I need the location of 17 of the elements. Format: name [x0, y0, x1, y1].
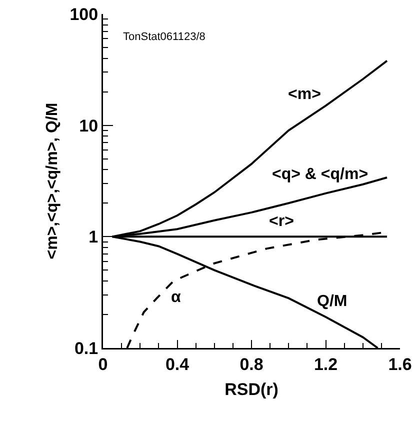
y-tick-label: 10	[79, 116, 98, 136]
x-tick-label: 0	[98, 354, 108, 374]
series-label: Q/M	[317, 293, 348, 310]
series-label: <r>	[269, 213, 294, 230]
series-label: <m>	[288, 86, 321, 103]
x-axis-title: RSD(r)	[224, 380, 278, 400]
series-label: <q> & <q/m>	[272, 166, 368, 183]
y-tick-label: 1	[88, 228, 98, 247]
y-tick-label: 0.1	[74, 338, 98, 358]
x-tick-label: 1.2	[314, 354, 338, 374]
series-label: α	[171, 289, 181, 306]
y-tick-label: 100	[70, 4, 98, 24]
x-tick-label: 0.8	[240, 354, 264, 374]
y-axis-title: <m>,<q>,<q/m>, Q/M	[44, 102, 61, 260]
x-tick-label: 0.4	[165, 354, 190, 374]
annotation: TonStat061123/8	[123, 31, 206, 43]
x-tick-label: 1.6	[388, 354, 412, 374]
